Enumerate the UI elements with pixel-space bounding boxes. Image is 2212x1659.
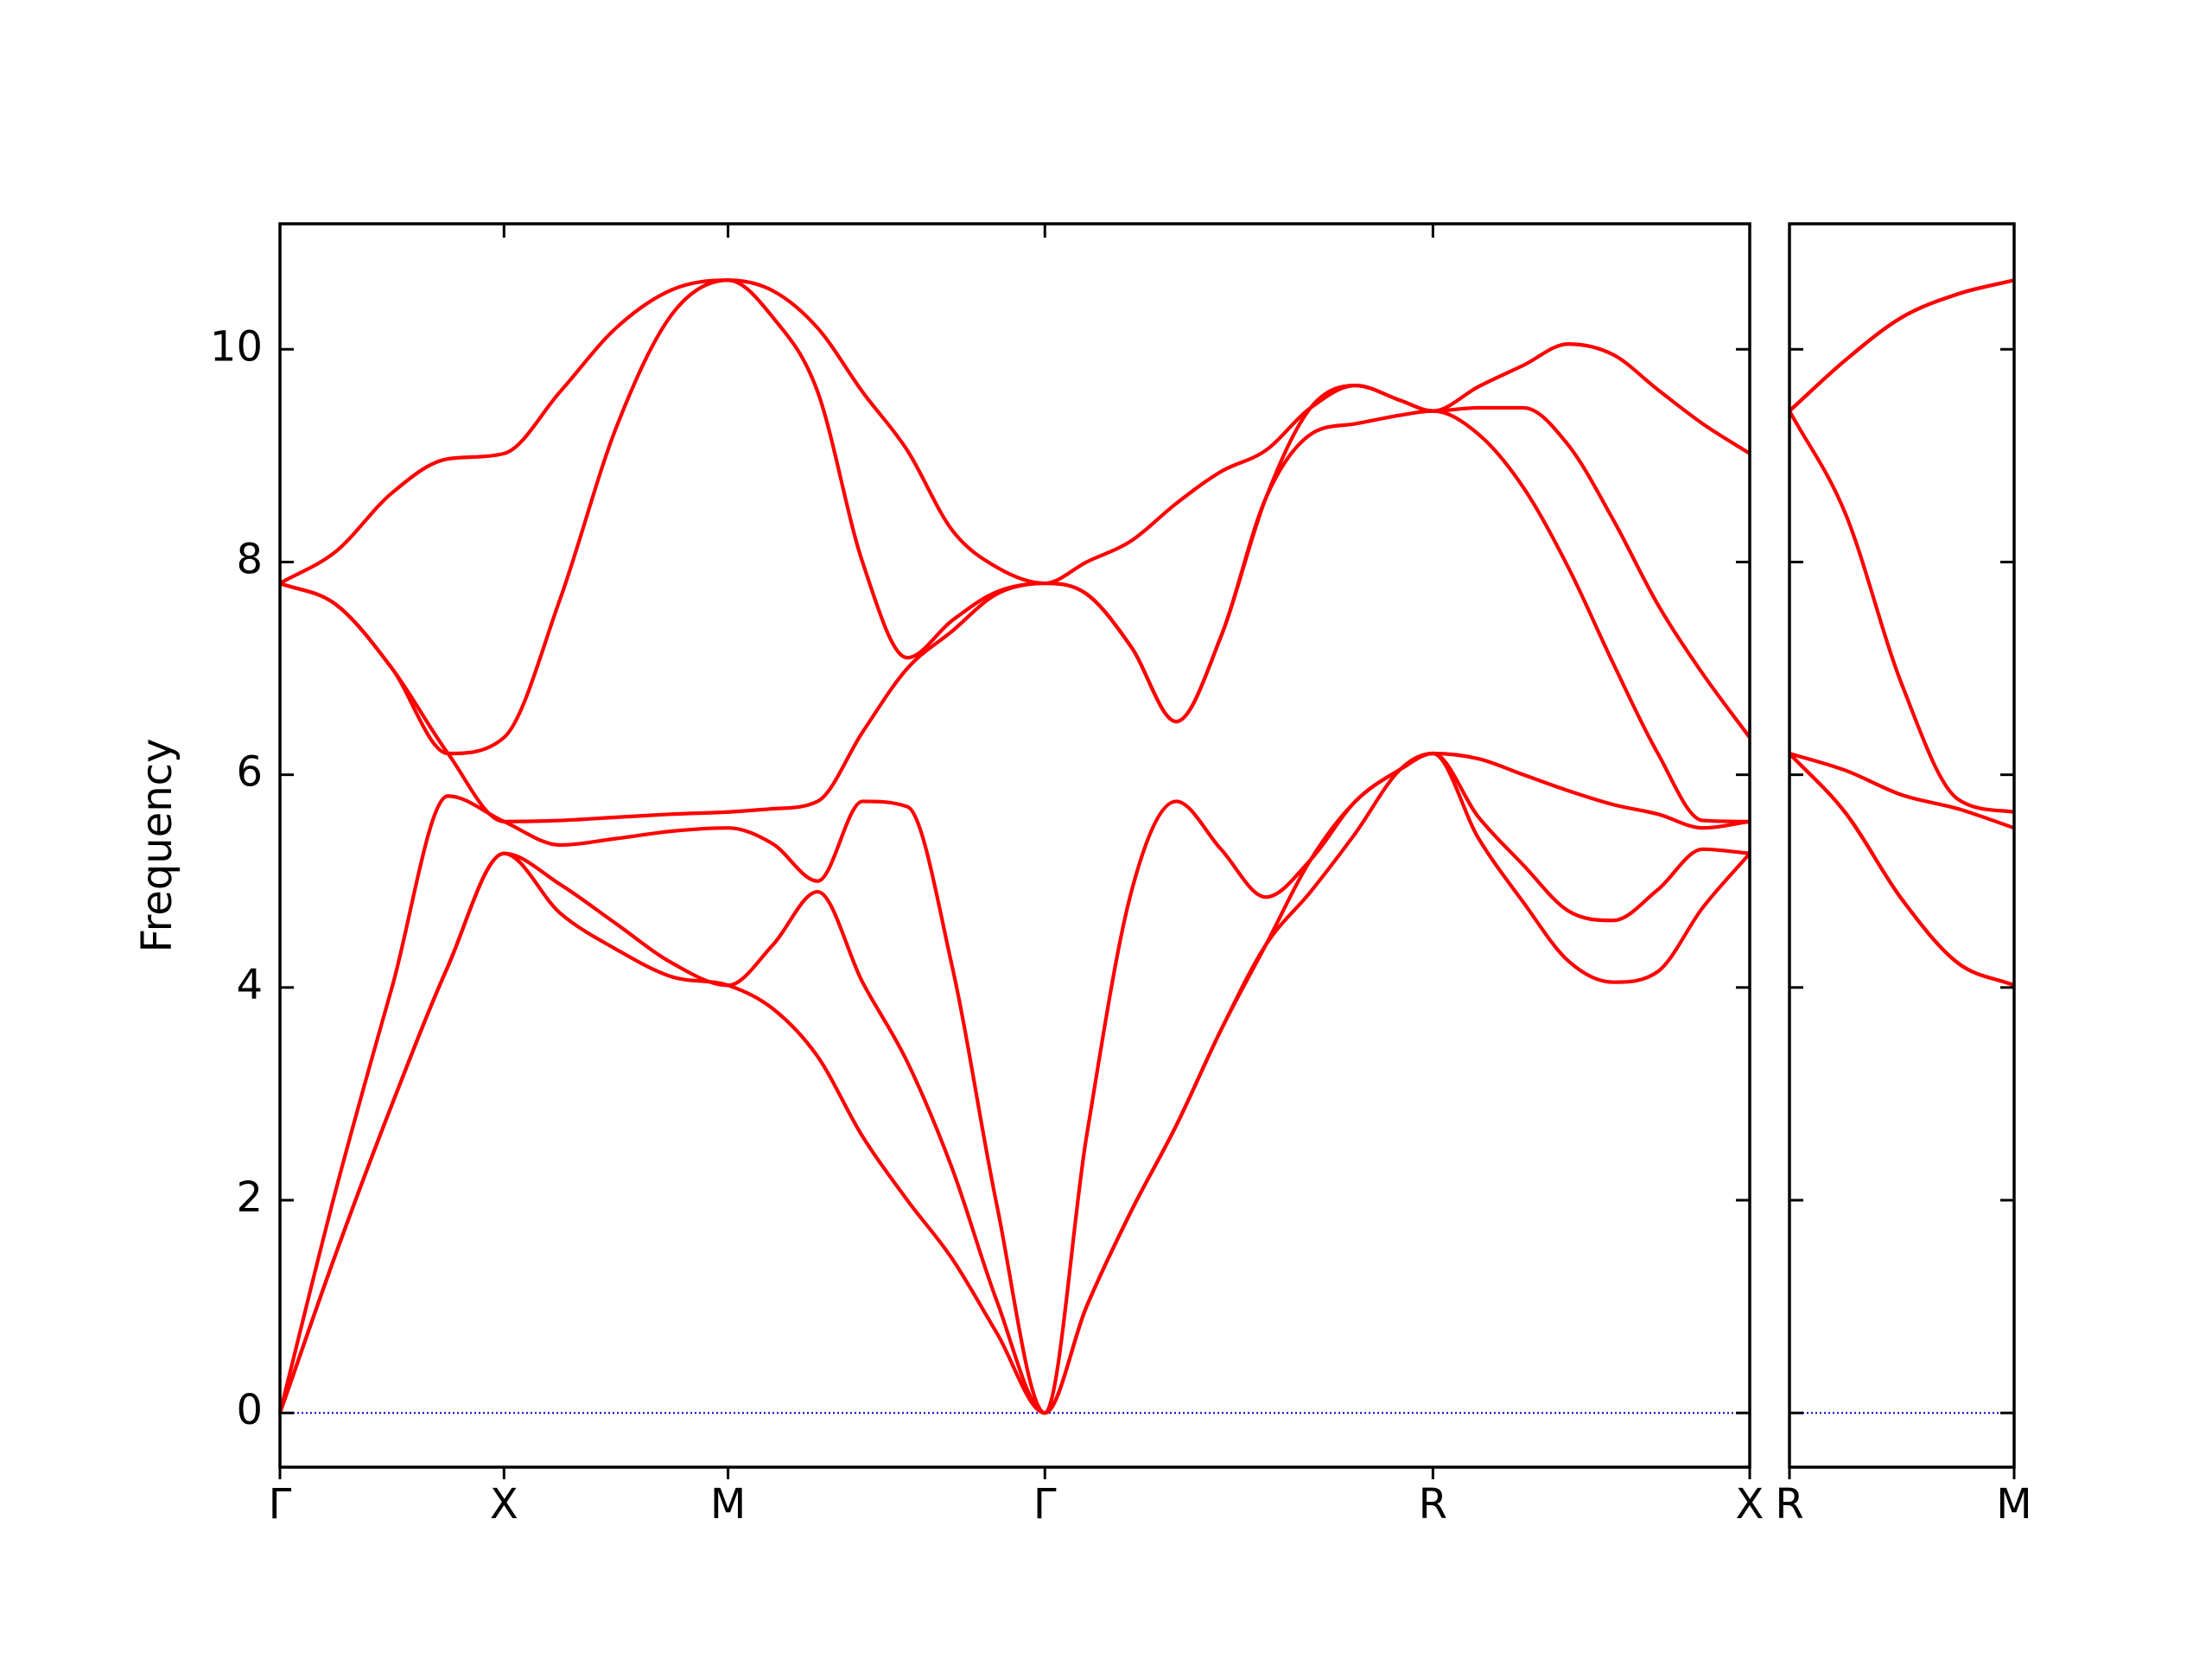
band-line: [1789, 752, 2015, 830]
x-tick-label: Γ: [269, 1480, 292, 1529]
y-tick-label: 8: [236, 535, 263, 583]
band-line: [278, 278, 1751, 586]
band-line: [1788, 410, 2015, 814]
x-tick-label: M: [710, 1480, 746, 1529]
y-tick-label: 2: [236, 1173, 263, 1222]
x-tick-label: R: [1419, 1480, 1447, 1529]
x-tick-label: Γ: [1033, 1480, 1057, 1529]
y-axis-label: Frequency: [133, 739, 181, 953]
plot-frame: [1788, 222, 2016, 1469]
band-line: [1788, 278, 2015, 413]
band-line: [1788, 752, 2015, 988]
y-tick-label: 4: [236, 961, 263, 1009]
y-tick-label: 0: [236, 1386, 263, 1434]
band-line: [1788, 278, 2015, 413]
band-line: [279, 278, 1751, 756]
band-line: [279, 409, 1751, 823]
y-tick-label: 10: [210, 322, 263, 371]
plot-frame: [278, 222, 1751, 1469]
x-tick-label: R: [1775, 1480, 1803, 1529]
band-line: [278, 751, 1751, 1415]
y-tick-label: 6: [236, 748, 263, 797]
x-tick-label: M: [1996, 1480, 2031, 1529]
x-tick-label: X: [1736, 1480, 1764, 1529]
x-tick-label: X: [490, 1480, 518, 1529]
